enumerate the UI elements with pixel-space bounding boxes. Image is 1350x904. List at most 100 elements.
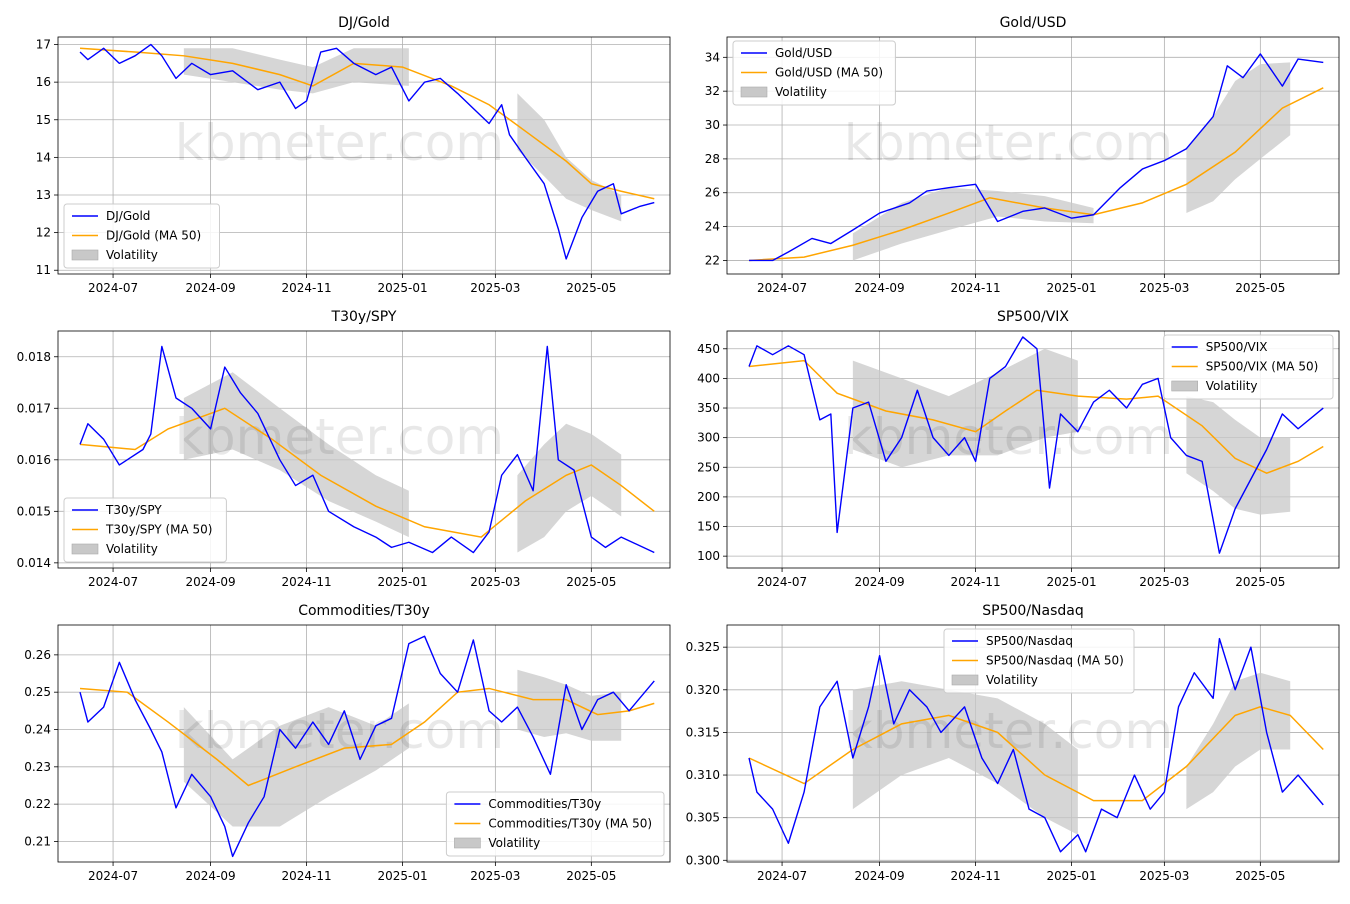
y-tick-label: 0.21 [24, 834, 51, 848]
x-tick-label: 2025-01 [1046, 281, 1096, 295]
y-tick-label: 200 [697, 490, 720, 504]
plot-area: kbmeter.com [79, 345, 655, 554]
x-tick-label: 2025-05 [1235, 575, 1285, 589]
legend-label: SP500/Nasdaq (MA 50) [986, 654, 1124, 668]
chart-title: DJ/Gold [338, 15, 390, 31]
ma-line [79, 407, 655, 538]
legend-label: Commodities/T30y [488, 797, 601, 811]
legend-label: Volatility [986, 673, 1038, 687]
x-tick-label: 2025-03 [1139, 575, 1189, 589]
legend-label: T30y/SPY [105, 503, 162, 517]
legend-box [445, 791, 665, 857]
volatility-band [1186, 396, 1291, 515]
chart-title: Gold/USD [1000, 15, 1067, 31]
y-tick-label: 0.325 [686, 640, 720, 654]
x-tick-label: 2024-07 [757, 281, 807, 295]
chart-title: T30y/SPY [331, 309, 397, 325]
y-tick-label: 0.25 [24, 685, 51, 699]
series-line [749, 53, 1324, 262]
y-tick-label: 0.23 [24, 760, 51, 774]
chart-title: SP500/Nasdaq [982, 603, 1083, 619]
legend-swatch-volatility [951, 674, 979, 686]
legend: Commodities/T30y Commodities/T30y (MA 50)… [445, 791, 665, 857]
y-tick-label: 0.320 [686, 683, 720, 697]
volatility-band [183, 372, 409, 538]
x-tick-label: 2025-01 [1046, 575, 1096, 589]
x-tick-label: 2025-05 [1235, 869, 1285, 883]
y-tick-label: 450 [697, 342, 720, 356]
ma-line [748, 359, 1324, 475]
legend-label: Volatility [106, 542, 158, 556]
x-tick-label: 2025-01 [1046, 869, 1096, 883]
y-tick-label: 0.018 [17, 350, 51, 364]
chart-panel-1: 2024-07 2024-09 2024-11 2025-01 2025-03 2025-… [705, 15, 1340, 295]
y-tick-label: 0.017 [17, 401, 51, 415]
legend-label: T30y/SPY (MA 50) [105, 523, 213, 537]
volatility-band [852, 681, 1078, 835]
x-tick-label: 2025-01 [377, 869, 427, 883]
plot-area: kbmeter.com [748, 53, 1324, 262]
volatility-band [1186, 62, 1291, 214]
y-tick-label: 12 [36, 226, 51, 240]
volatility-band [517, 93, 622, 222]
y-tick-label: 0.310 [686, 768, 720, 782]
legend-box [1163, 334, 1334, 400]
x-tick-label: 2025-03 [470, 575, 520, 589]
y-tick-label: 0.014 [17, 556, 51, 570]
x-tick-label: 2024-07 [757, 869, 807, 883]
x-tick-label: 2024-09 [186, 575, 236, 589]
legend-swatch-volatility [740, 86, 768, 98]
y-tick-label: 350 [697, 401, 720, 415]
x-tick-label: 2024-11 [282, 281, 332, 295]
series-line [79, 635, 655, 858]
y-tick-label: 400 [697, 371, 720, 385]
chart-title: Commodities/T30y [298, 603, 430, 619]
series-line [748, 336, 1324, 554]
legend-label: Volatility [1206, 379, 1258, 393]
volatility-band [1186, 672, 1291, 810]
legend-label: SP500/VIX [1206, 340, 1268, 354]
axes-frame [57, 624, 671, 863]
x-tick-label: 2024-07 [88, 281, 138, 295]
x-tick-label: 2025-03 [1139, 869, 1189, 883]
x-tick-label: 2025-05 [566, 575, 616, 589]
x-tick-label: 2024-09 [186, 869, 236, 883]
series-line [79, 345, 655, 554]
x-tick-label: 2025-05 [1235, 281, 1285, 295]
y-tick-label: 32 [705, 84, 720, 98]
chart-panel-5: 2024-07 2024-09 2024-11 2025-01 2025-03 2025-… [686, 603, 1340, 883]
legend: T30y/SPY T30y/SPY (MA 50) Volatility [63, 497, 227, 563]
y-tick-label: 17 [36, 38, 51, 52]
watermark-text: kbmeter.com [844, 114, 1173, 172]
y-tick-label: 15 [36, 113, 51, 127]
legend-label: Gold/USD (MA 50) [775, 66, 883, 80]
plot-area: kbmeter.com [79, 635, 655, 858]
x-tick-label: 2024-09 [855, 869, 905, 883]
x-tick-label: 2024-11 [282, 869, 332, 883]
axes-frame [726, 330, 1340, 569]
legend: SP500/VIX SP500/VIX (MA 50) Volatility [1163, 334, 1334, 400]
x-tick-label: 2025-05 [566, 869, 616, 883]
legend-label: SP500/VIX (MA 50) [1206, 360, 1319, 374]
axes-frame [57, 330, 671, 569]
legend-label: Gold/USD [775, 46, 832, 60]
x-tick-label: 2025-03 [470, 869, 520, 883]
legend-box [63, 497, 227, 563]
x-tick-label: 2024-11 [951, 575, 1001, 589]
y-tick-label: 0.300 [686, 853, 720, 867]
y-tick-label: 300 [697, 431, 720, 445]
y-tick-label: 0.22 [24, 797, 51, 811]
y-tick-label: 150 [697, 520, 720, 534]
axes-frame [57, 36, 671, 275]
y-tick-label: 26 [705, 186, 720, 200]
x-tick-label: 2025-03 [470, 281, 520, 295]
x-tick-label: 2024-11 [951, 869, 1001, 883]
chart-panel-3: 2024-07 2024-09 2024-11 2025-01 2025-03 2025-… [697, 309, 1340, 589]
x-tick-label: 2024-07 [88, 869, 138, 883]
x-tick-label: 2025-01 [377, 575, 427, 589]
plot-area: kbmeter.com [748, 637, 1324, 853]
legend-swatch-volatility [454, 837, 481, 849]
x-tick-label: 2024-07 [757, 575, 807, 589]
y-tick-label: 0.016 [17, 453, 51, 467]
x-tick-label: 2025-03 [1139, 281, 1189, 295]
